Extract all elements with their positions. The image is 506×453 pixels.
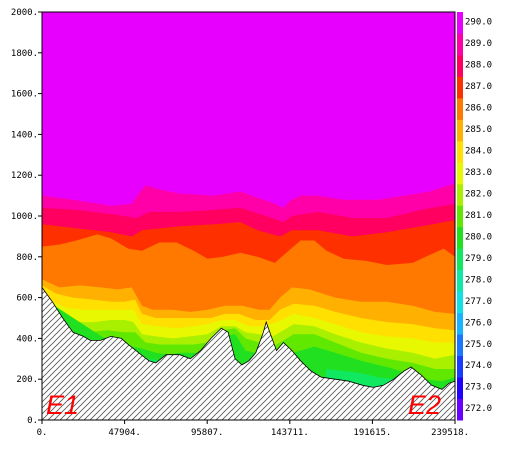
colorbar-label: 272.0 xyxy=(465,404,492,414)
colorbar-label: 275.0 xyxy=(465,340,492,350)
x-tick-label: 191615. xyxy=(353,428,391,438)
corner-label-left: E1 xyxy=(46,390,79,420)
colorbar-swatch xyxy=(457,140,463,163)
colorbar-swatch xyxy=(457,119,463,142)
y-tick-label: 400. xyxy=(16,334,38,344)
colorbar-label: 289.0 xyxy=(465,39,492,49)
y-tick-label: 1200. xyxy=(11,171,38,181)
colorbar-swatch xyxy=(457,248,463,271)
colorbar-swatch xyxy=(457,334,463,357)
colorbar-label: 280.0 xyxy=(465,232,492,242)
x-tick-label: 239518. xyxy=(431,428,469,438)
colorbar-swatch xyxy=(457,97,463,120)
colorbar-label: 273.0 xyxy=(465,383,492,393)
colorbar-swatch xyxy=(457,12,463,34)
colorbar-label: 288.0 xyxy=(465,61,492,71)
y-tick-label: 1600. xyxy=(11,90,38,100)
colorbar-swatch xyxy=(457,226,463,249)
colorbar-swatch xyxy=(457,76,463,99)
colorbar-swatch xyxy=(457,312,463,335)
colorbar-swatch xyxy=(457,162,463,185)
colorbar-label: 277.0 xyxy=(465,297,492,307)
y-tick-label: 800. xyxy=(16,253,38,263)
colorbar-swatch xyxy=(457,54,463,77)
colorbar-swatch xyxy=(457,205,463,228)
colorbar-swatch xyxy=(457,269,463,292)
colorbar-swatch xyxy=(457,355,463,378)
colorbar-label: 279.0 xyxy=(465,254,492,264)
colorbar-label: 283.0 xyxy=(465,168,492,178)
colorbar: 272.0 273.0 274.0 275.0 276.0 277.0 278.0 279.0… xyxy=(457,12,492,421)
colorbar-label: 290.0 xyxy=(465,18,492,28)
colorbar-label: 282.0 xyxy=(465,189,492,199)
colorbar-swatch xyxy=(457,398,463,421)
colorbar-swatch xyxy=(457,183,463,206)
colorbar-label: 278.0 xyxy=(465,275,492,285)
colorbar-label: 287.0 xyxy=(465,82,492,92)
y-tick-label: 0. xyxy=(27,416,38,426)
colorbar-label: 286.0 xyxy=(465,104,492,114)
corner-label-right: E2 xyxy=(408,390,441,420)
colorbar-label: 285.0 xyxy=(465,125,492,135)
colorbar-swatch xyxy=(457,291,463,314)
colorbar-label: 276.0 xyxy=(465,318,492,328)
colorbar-swatch xyxy=(457,33,463,56)
x-tick-label: 143711. xyxy=(271,428,309,438)
terrain-hatched-area xyxy=(42,286,455,420)
x-tick-label: 95807. xyxy=(191,428,224,438)
y-tick-label: 1400. xyxy=(11,130,38,140)
x-tick-label: 47904. xyxy=(108,428,141,438)
y-tick-label: 200. xyxy=(16,375,38,385)
y-tick-label: 2000. xyxy=(11,8,38,18)
colorbar-label: 284.0 xyxy=(465,147,492,157)
colorbar-swatch xyxy=(457,377,463,400)
x-axis-ticks: 0. 47904. 95807. 143711. 191615. 239518. xyxy=(37,420,469,438)
y-tick-label: 1800. xyxy=(11,49,38,59)
colorbar-label: 274.0 xyxy=(465,361,492,371)
y-axis-ticks: 0. 200. 400. 600. 800. 1000. 1200. 1400. 1600. 18… xyxy=(11,8,42,426)
y-tick-label: 1000. xyxy=(11,212,38,222)
colorbar-label: 281.0 xyxy=(465,211,492,221)
y-tick-label: 600. xyxy=(16,294,38,304)
x-tick-label: 0. xyxy=(37,428,48,438)
